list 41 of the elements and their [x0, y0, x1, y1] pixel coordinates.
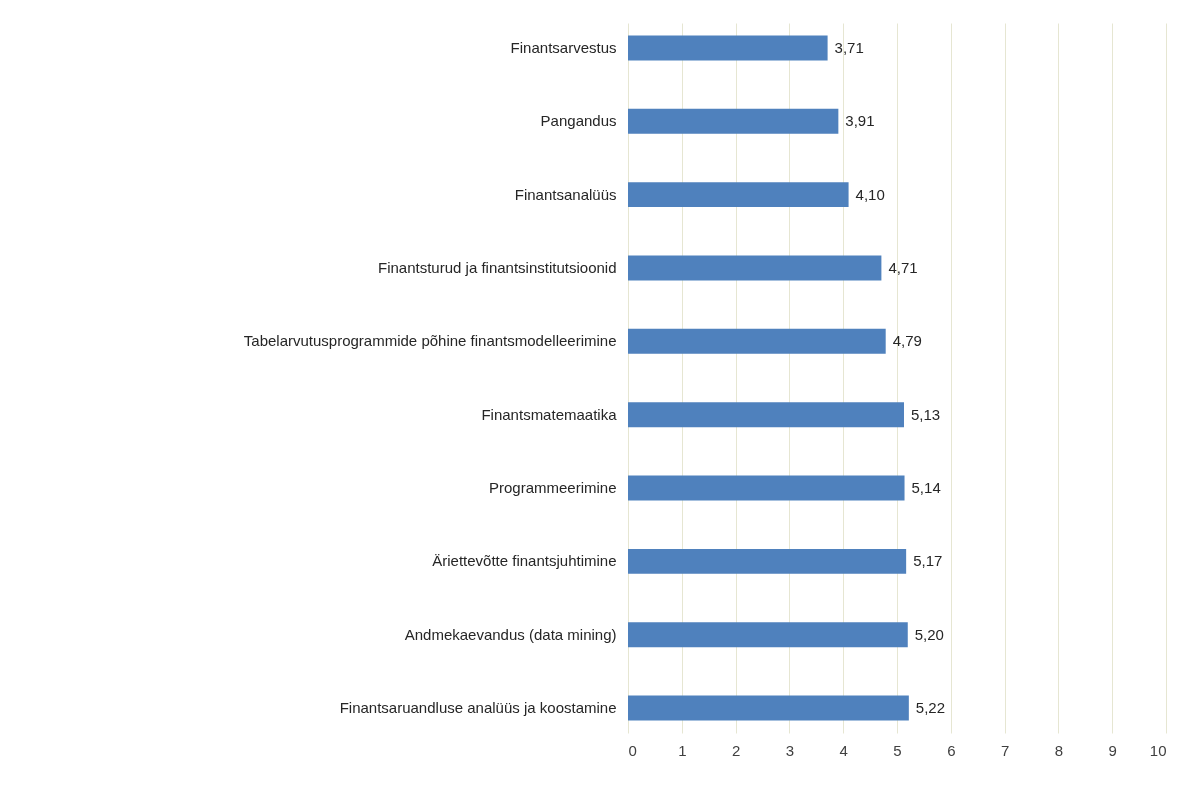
data-label: 5,13: [910, 405, 941, 423]
x-tick-label: 0: [628, 741, 637, 759]
bar: [628, 402, 904, 428]
data-label: 5,14: [911, 479, 941, 497]
x-tick-label: 7: [1000, 741, 1010, 759]
data-label: 4,71: [888, 258, 918, 276]
x-tick-label: 3: [785, 741, 795, 759]
data-label: 5,20: [914, 625, 944, 643]
x-tick-label: 2: [731, 741, 741, 759]
bar: [628, 695, 909, 721]
y-tick-label: Finantsmatemaatika: [481, 405, 618, 423]
bar: [628, 255, 882, 281]
x-tick-label: 10: [1149, 741, 1167, 759]
x-tick-label: 8: [1054, 741, 1064, 759]
x-tick-label: 5: [893, 741, 902, 759]
x-tick-label: 6: [947, 741, 956, 759]
data-label: 4,79: [892, 332, 922, 350]
bar: [628, 35, 828, 61]
data-label: 3,91: [845, 112, 875, 130]
bar: [628, 475, 905, 501]
y-tick-label: Programmeerimine: [488, 479, 617, 497]
bar: [628, 548, 907, 574]
data-label: 3,71: [834, 38, 864, 56]
data-label: 5,17: [913, 552, 943, 570]
x-tick-label: 1: [678, 741, 687, 759]
x-tick-label: 9: [1108, 741, 1117, 759]
bar: [628, 328, 886, 354]
y-tick-label: Finantsturud ja finantsinstitutsioonid: [378, 258, 617, 276]
y-tick-label: Pangandus: [540, 112, 617, 130]
y-tick-label: Finantsaruandluse analüüs ja koostamine: [339, 699, 617, 717]
bar: [628, 182, 849, 208]
y-tick-label: Andmekaevandus (data mining): [404, 625, 617, 643]
y-tick-label: Tabelarvutusprogrammide põhine finantsmodelleerimine: [243, 332, 617, 350]
data-label: 5,22: [915, 699, 946, 717]
data-label: 4,10: [855, 185, 885, 203]
y-tick-label: Äriettevõtte finantsjuhtimine: [432, 552, 617, 570]
bar: [628, 622, 908, 648]
y-tick-label: Finantsarvestus: [510, 38, 617, 56]
y-tick-label: Finantsanalüüs: [514, 185, 617, 203]
x-tick-label: 4: [839, 741, 848, 759]
bar: [628, 108, 839, 134]
